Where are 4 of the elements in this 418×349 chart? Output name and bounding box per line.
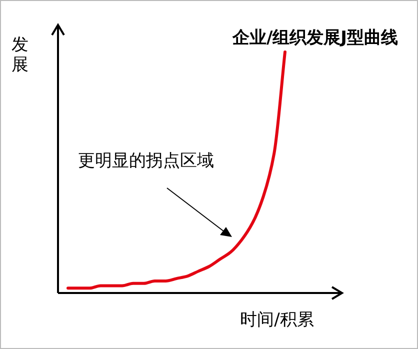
x-axis-title: 时间/积累 [240,310,314,330]
y-axis-title: 发展 [12,35,28,75]
chart-title: 企业/组织发展J型曲线 [231,28,398,48]
annotation: 更明显的拐点区域 [78,151,214,171]
